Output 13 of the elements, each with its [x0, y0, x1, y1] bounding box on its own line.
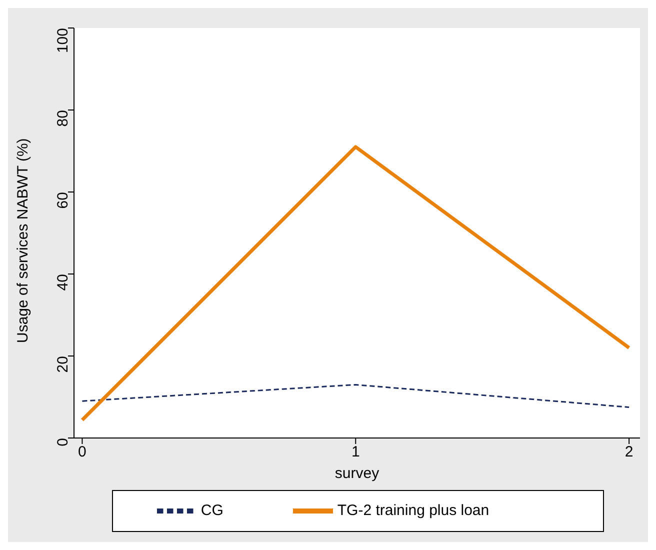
x-tick-label: 2 [624, 444, 634, 461]
y-tick-label: 40 [54, 274, 72, 291]
x-axis-title: survey [334, 465, 380, 482]
y-tick-label: 100 [54, 28, 72, 54]
y-tick-label: 80 [54, 110, 72, 127]
legend-label: TG-2 training plus loan [337, 502, 490, 519]
x-tick-label: 0 [78, 444, 86, 461]
x-tick-label: 1 [351, 444, 360, 461]
y-axis-title: Usage of services NABWT (%) [14, 138, 32, 343]
y-tick-label: 20 [54, 356, 72, 373]
y-tick-label: 60 [54, 192, 72, 209]
legend-label: CG [200, 502, 224, 519]
y-tick-label: 0 [54, 438, 72, 446]
